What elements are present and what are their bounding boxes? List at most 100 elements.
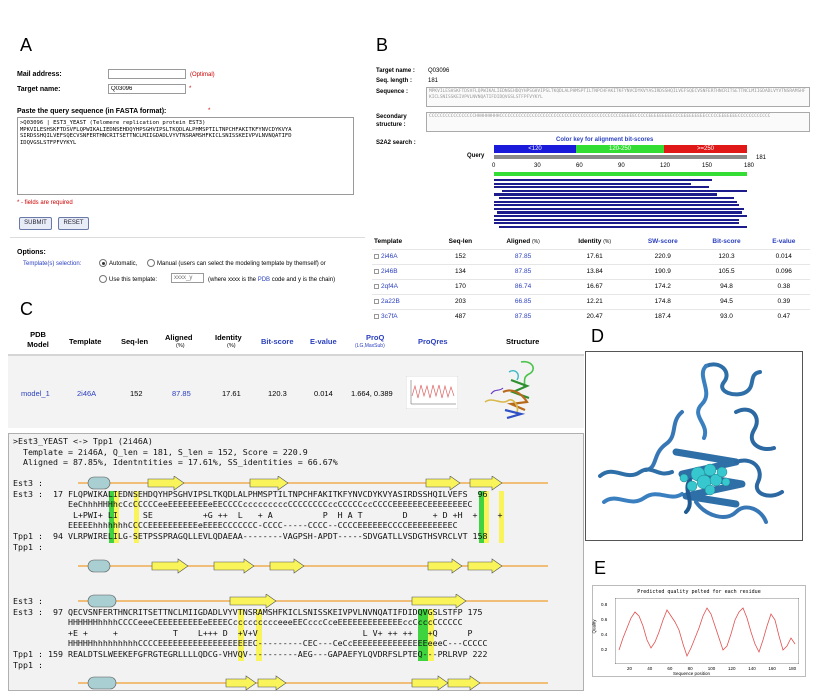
automatic-radio[interactable]	[99, 259, 107, 267]
target-input[interactable]	[108, 84, 186, 94]
hit-bar[interactable]	[494, 200, 737, 203]
hit-bar[interactable]	[494, 222, 740, 225]
bit-cell: 105.5	[695, 263, 758, 279]
hit-bar[interactable]	[494, 182, 692, 185]
row-checkbox[interactable]	[374, 253, 379, 259]
divider	[10, 237, 365, 238]
col-evalue[interactable]: E-value	[772, 237, 796, 245]
identity-cell: 13.84	[559, 263, 631, 279]
template-link[interactable]: 2a22B	[372, 293, 434, 309]
model-header	[8, 322, 584, 356]
xtick: 60	[667, 666, 673, 671]
evalue-cell: 0.47	[757, 308, 810, 324]
hdr-evalue[interactable]: E-value	[310, 337, 337, 346]
hit-bar[interactable]	[494, 207, 745, 210]
result-row[interactable]: 2a22B 203 66.85 12.21 174.8 94.5 0.39	[372, 293, 810, 309]
row-checkbox[interactable]	[374, 283, 379, 289]
template-link[interactable]: 3c7fA	[372, 308, 434, 324]
template-code-input[interactable]	[171, 273, 204, 283]
hit-bar[interactable]	[494, 215, 747, 218]
hit-bar[interactable]	[494, 204, 740, 207]
template-link[interactable]: 2qf4A	[372, 278, 434, 294]
row-checkbox[interactable]	[374, 298, 379, 304]
fasta-textarea[interactable]: >Q03096 | EST3_YEAST (Telomere replicati…	[17, 117, 354, 195]
aln-header-line: Template = 2i46A, Q_len = 181, S_len = 1…	[13, 446, 308, 457]
hit-bar[interactable]	[494, 193, 717, 196]
col-aligned-text: Aligned	[506, 237, 531, 245]
ytick: 0.4	[601, 632, 608, 637]
row-checkbox[interactable]	[374, 268, 379, 274]
hit-green-bar	[494, 172, 747, 176]
template-link[interactable]: 2i46B	[372, 263, 434, 279]
hit-bar[interactable]	[496, 211, 742, 214]
pdb-link[interactable]: PDB	[257, 277, 271, 283]
hit-bar[interactable]	[494, 218, 740, 221]
aln-line: EeChhhHHHhcCcCCCCCeeEEEEEEEEeEECCCCccccc…	[13, 499, 473, 510]
col-aligned-unit: (%)	[532, 238, 540, 245]
result-row[interactable]: 3c7fA 487 87.85 20.47 187.4 93.0 0.47	[372, 308, 810, 324]
structure-thumbnail[interactable]	[481, 358, 543, 424]
use-template-radio[interactable]	[99, 275, 107, 283]
b-target-label: Target name :	[376, 68, 415, 74]
evalue-cell: 0.39	[757, 293, 810, 309]
result-row[interactable]: 2i46A 152 87.85 17.61 220.9 120.3 0.014	[372, 248, 810, 264]
model-bitscore: 120.3	[268, 389, 287, 398]
hdr-proq[interactable]: ProQ	[366, 333, 385, 342]
aln-line: Est3 : 17 FLQPWIKALIEDNSEHDQYHPSGHVIPSLT…	[13, 488, 488, 499]
hdr-pdb: PDB	[30, 330, 46, 339]
xtick: 120	[728, 666, 736, 671]
template-name[interactable]: 2i46B	[381, 268, 398, 275]
mail-label: Mail address:	[17, 71, 62, 78]
alignment-block-1: Est3 : Est3 : 17 FLQPWIKALIEDNSEHDQYHPSGH…	[13, 478, 503, 552]
hdr-identity-unit: (%)	[227, 343, 236, 349]
seqlen-cell: 170	[433, 278, 487, 294]
paste-asterisk: *	[208, 108, 211, 114]
hit-bar[interactable]	[501, 189, 747, 192]
b-target-value: Q03096	[428, 68, 450, 74]
structure-viewer[interactable]	[585, 351, 803, 541]
seqlen-cell: 152	[433, 248, 487, 264]
template-name[interactable]: 2i46A	[381, 253, 398, 260]
aligned-cell: 87.85	[486, 308, 560, 324]
hit-bar[interactable]	[494, 179, 712, 182]
submit-button[interactable]: SUBMIT	[19, 217, 52, 230]
col-identity: Identity (%)	[559, 234, 630, 249]
ytick: 0.2	[601, 647, 608, 652]
hit-bar[interactable]	[499, 197, 735, 200]
aln-line: Est3 :	[13, 478, 43, 488]
xtick: 140	[748, 666, 756, 671]
b-secondary-box: CCCCCCCCCCCCCCCCCHHHHHHHHHCCCCCCCCCCCCCC…	[426, 112, 810, 132]
panel-label-a: A	[20, 35, 33, 55]
identity-cell: 16.67	[559, 278, 631, 294]
model-template-link[interactable]: 2i46A	[77, 389, 97, 398]
reset-button[interactable]: RESET	[58, 217, 89, 230]
mail-input[interactable]	[108, 69, 186, 79]
hit-bar[interactable]	[499, 225, 747, 228]
row-checkbox[interactable]	[374, 314, 379, 320]
template-name[interactable]: 2qf4A	[381, 283, 398, 290]
query-tick: 150	[702, 163, 713, 169]
hit-bar[interactable]	[494, 186, 710, 189]
sw-cell: 174.8	[630, 293, 696, 309]
manual-radio[interactable]	[147, 259, 155, 267]
aln-line: Tpp1 : 94 VLRPWIRELILG-SETPSSPRAGQLLEVLQ…	[13, 530, 488, 541]
template-name[interactable]: 2a22B	[381, 298, 400, 305]
hdr-proqres[interactable]: ProQres	[418, 337, 448, 346]
model-link[interactable]: model_1	[21, 389, 50, 398]
result-row[interactable]: 2i46B 134 87.85 13.84 190.9 105.5 0.096	[372, 263, 810, 279]
hdr-model: Model	[27, 340, 49, 349]
aln-line: HHHHHhhhhhhhhhCCCCEEEEEEEEEEEEEEEEEEEC--…	[13, 638, 488, 649]
ytick: 0.8	[601, 602, 608, 607]
automatic-label: Automatic,	[109, 261, 138, 267]
result-row[interactable]: 2qf4A 170 86.74 16.67 174.2 94.8 0.38	[372, 278, 810, 294]
query-tick: 90	[618, 163, 625, 169]
identity-cell: 12.21	[559, 293, 631, 309]
hdr-identity: Identity	[215, 333, 242, 342]
hdr-bitscore[interactable]: Bit-score	[261, 337, 294, 346]
proqres-thumbnail[interactable]	[406, 376, 458, 409]
template-name[interactable]: 3c7fA	[381, 313, 398, 321]
template-link[interactable]: 2i46A	[372, 248, 434, 264]
plot-yticks: 0.8 0.6 0.4 0.2	[601, 597, 607, 657]
col-swscore[interactable]: SW-score	[647, 237, 678, 245]
col-bitscore[interactable]: Bit-score	[712, 237, 741, 245]
